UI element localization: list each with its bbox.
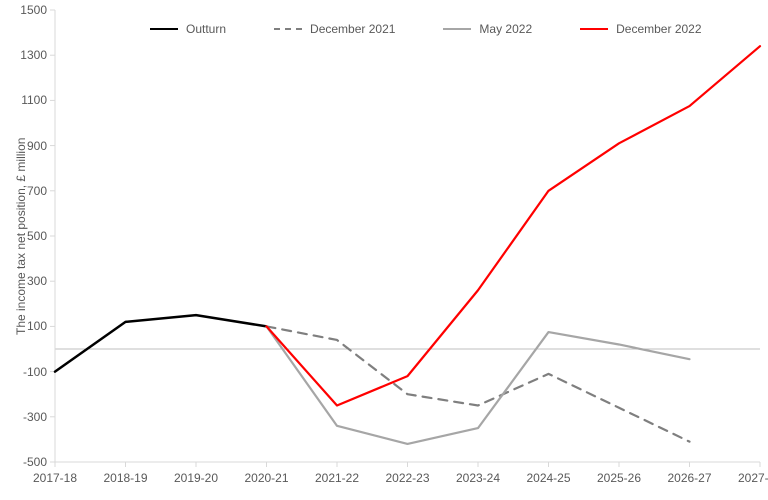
y-tick-label: 900 (27, 140, 47, 152)
x-tick-label: 2025-26 (589, 472, 649, 484)
line-chart (0, 0, 768, 500)
x-tick-label: 2021-22 (307, 472, 367, 484)
y-tick-label: 700 (27, 185, 47, 197)
x-tick-label: 2024-25 (519, 472, 579, 484)
y-tick-label: -500 (23, 456, 47, 468)
x-tick-label: 2019-20 (166, 472, 226, 484)
legend-item: December 2021 (274, 22, 395, 36)
y-tick-label: 1300 (20, 49, 47, 61)
legend-swatch (274, 28, 302, 30)
legend-item: Outturn (150, 22, 226, 36)
y-tick-label: -100 (23, 366, 47, 378)
y-tick-label: -300 (23, 411, 47, 423)
legend-item: May 2022 (443, 22, 532, 36)
legend-item: December 2022 (580, 22, 701, 36)
chart-container: Outturn December 2021 May 2022 December 202… (0, 0, 768, 500)
legend-label: December 2021 (310, 22, 395, 36)
x-tick-label: 2017-18 (25, 472, 85, 484)
x-tick-label: 2026-27 (660, 472, 720, 484)
y-tick-label: 300 (27, 275, 47, 287)
y-tick-label: 100 (27, 320, 47, 332)
legend-swatch (443, 28, 471, 30)
legend-label: May 2022 (479, 22, 532, 36)
y-tick-label: 1500 (20, 4, 47, 16)
y-tick-label: 500 (27, 230, 47, 242)
legend: Outturn December 2021 May 2022 December 202… (150, 22, 702, 36)
x-tick-label: 2023-24 (448, 472, 508, 484)
x-tick-label: 2020-21 (237, 472, 297, 484)
legend-label: December 2022 (616, 22, 701, 36)
legend-label: Outturn (186, 22, 226, 36)
legend-swatch (150, 28, 178, 30)
y-tick-label: 1100 (21, 94, 47, 106)
x-tick-label: 2027-28 (730, 472, 768, 484)
x-tick-label: 2018-19 (96, 472, 156, 484)
y-axis-label: The income tax net position, £ million (14, 138, 28, 335)
x-tick-label: 2022-23 (378, 472, 438, 484)
legend-swatch (580, 28, 608, 30)
